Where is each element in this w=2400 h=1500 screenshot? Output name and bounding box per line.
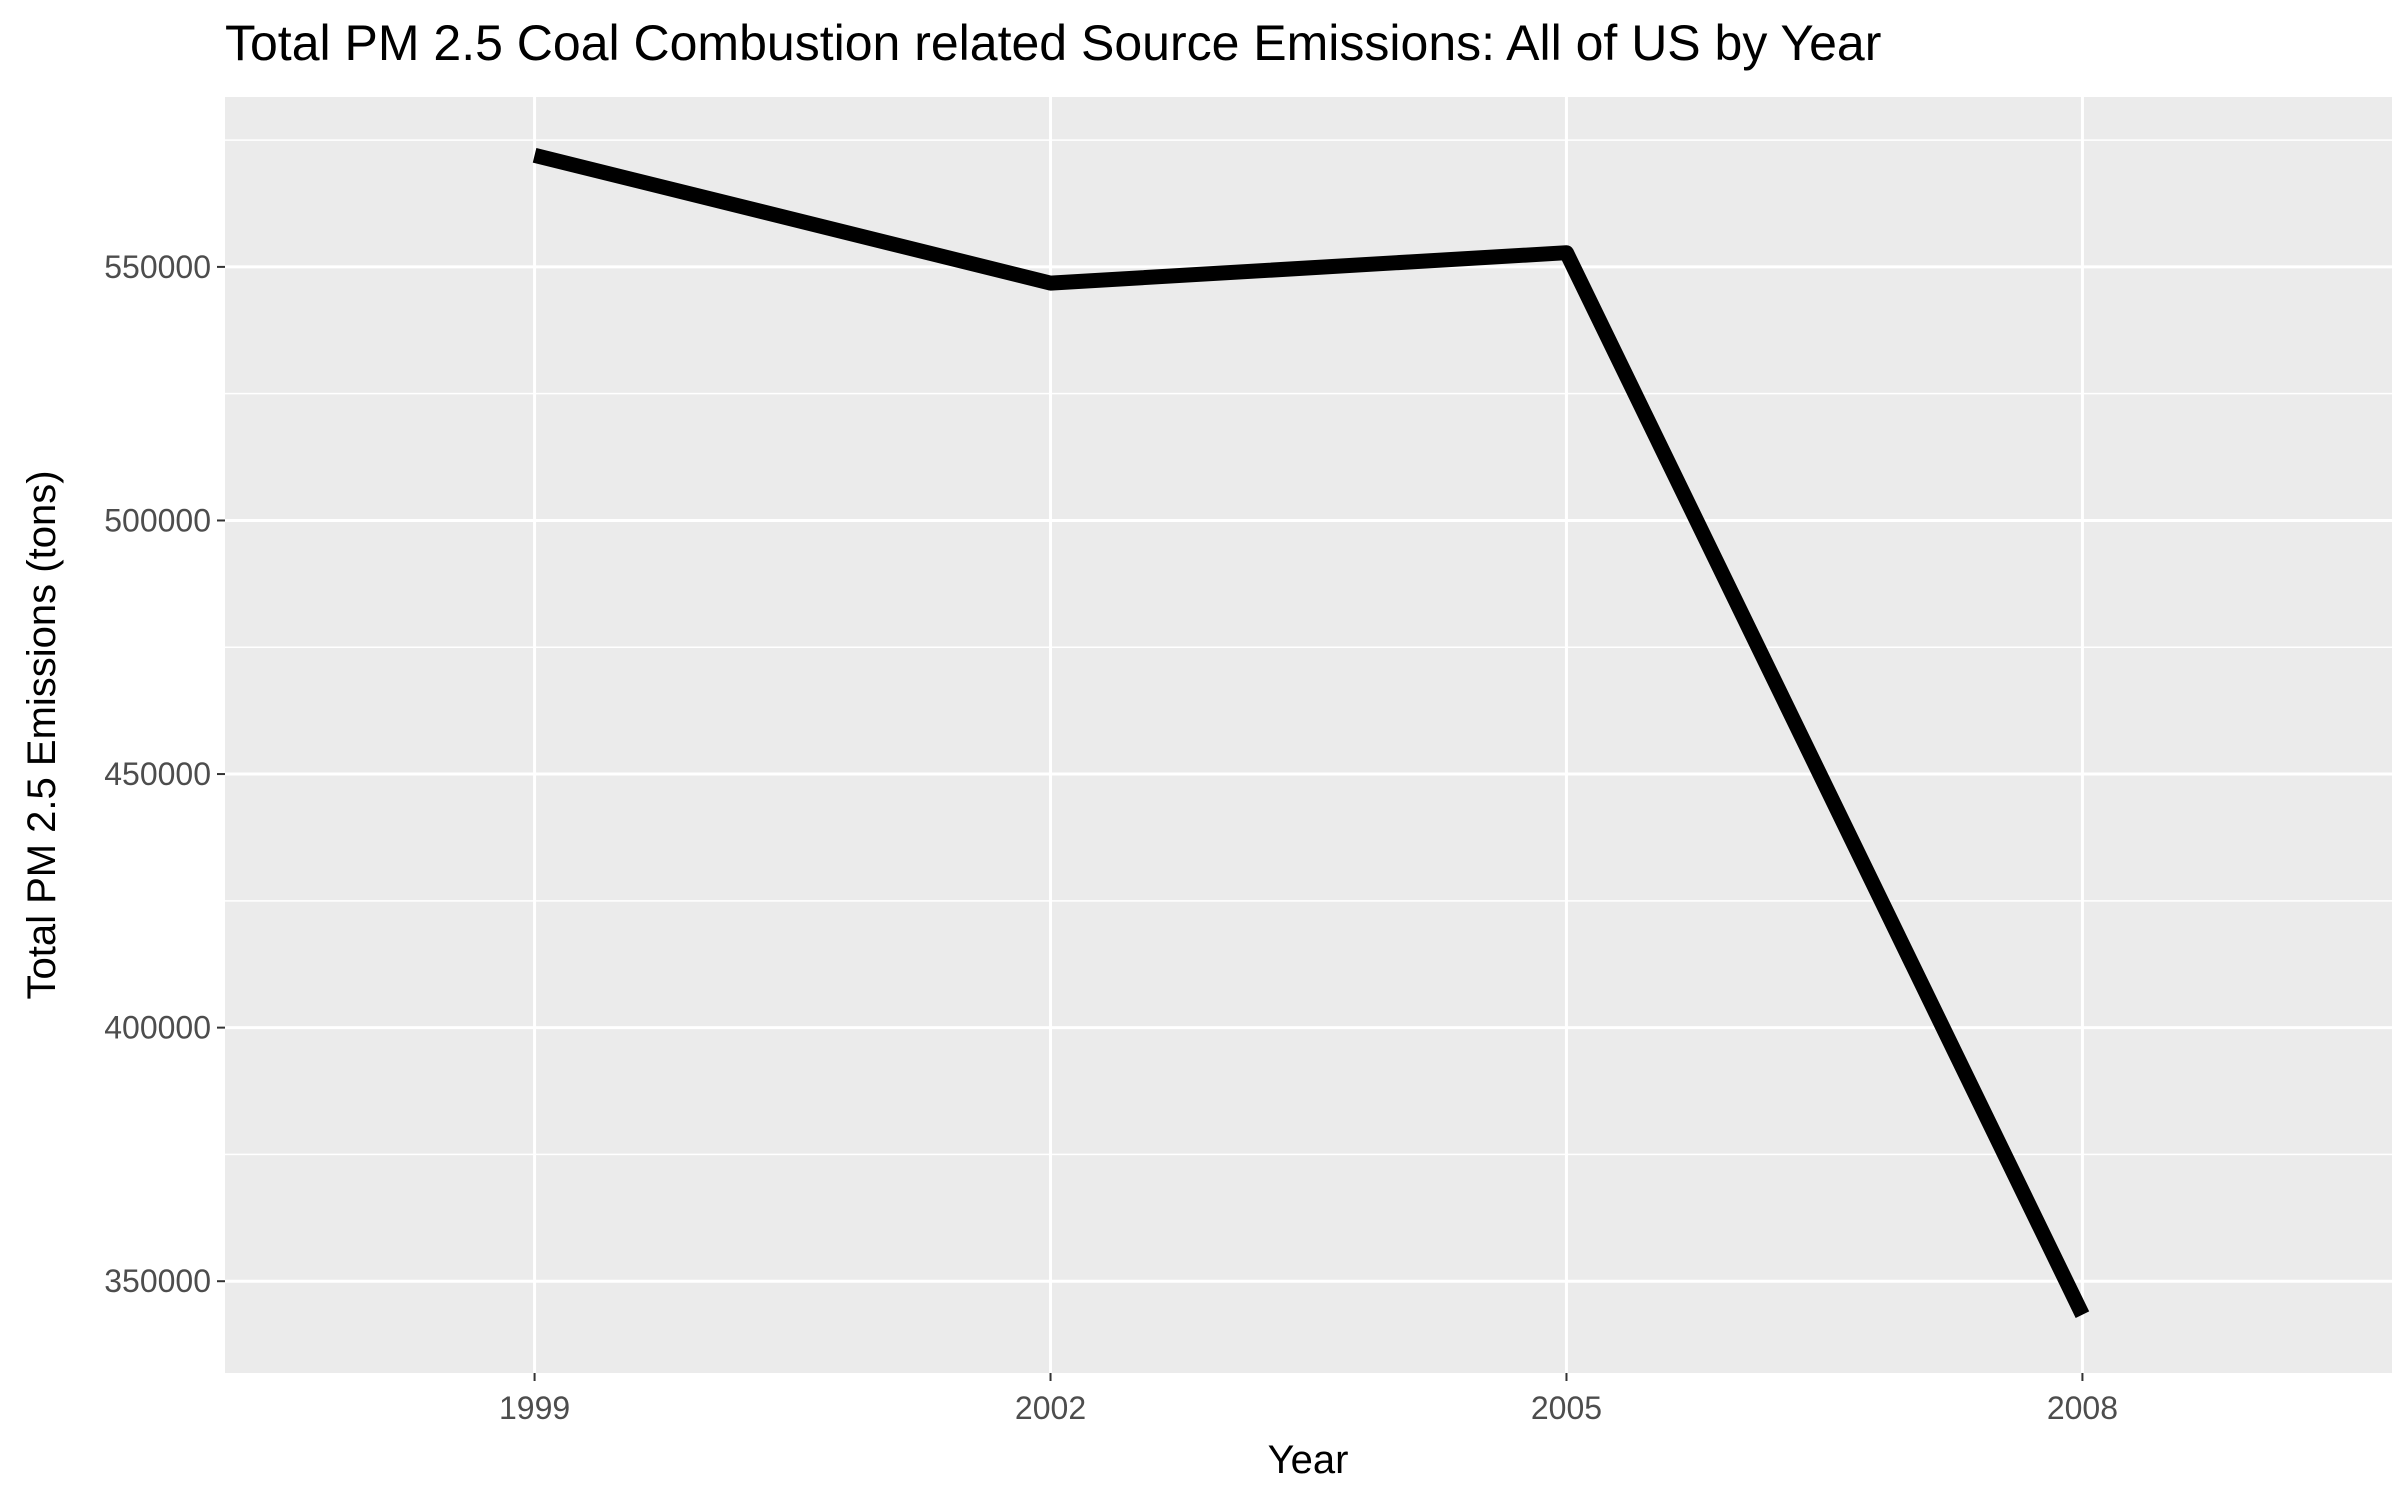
x-axis-title: Year <box>1268 1438 1349 1482</box>
minor-gridlines <box>225 139 2392 1156</box>
plot-panel <box>225 97 2392 1373</box>
x-tick-label: 2002 <box>1015 1390 1086 1426</box>
chart-title: Total PM 2.5 Coal Combustion related Sou… <box>225 15 1881 71</box>
series-group <box>532 148 2090 1318</box>
major-gridlines <box>225 97 2392 1373</box>
y-tick-label: 400000 <box>104 1010 211 1046</box>
y-tick-label: 350000 <box>104 1263 211 1299</box>
x-tick-label: 1999 <box>499 1390 570 1426</box>
x-tick-label: 2005 <box>1531 1390 1602 1426</box>
x-tick-label: 2008 <box>2047 1390 2118 1426</box>
y-tick-label: 550000 <box>104 249 211 285</box>
series-line <box>532 148 2090 1318</box>
y-tick-label: 450000 <box>104 756 211 792</box>
x-axis-ticks: 1999 2002 2005 2008 <box>499 1373 2118 1426</box>
y-axis-title: Total PM 2.5 Emissions (tons) <box>20 470 64 999</box>
y-tick-label: 500000 <box>104 502 211 538</box>
y-axis-ticks: 350000 400000 450000 500000 550000 <box>104 249 225 1299</box>
